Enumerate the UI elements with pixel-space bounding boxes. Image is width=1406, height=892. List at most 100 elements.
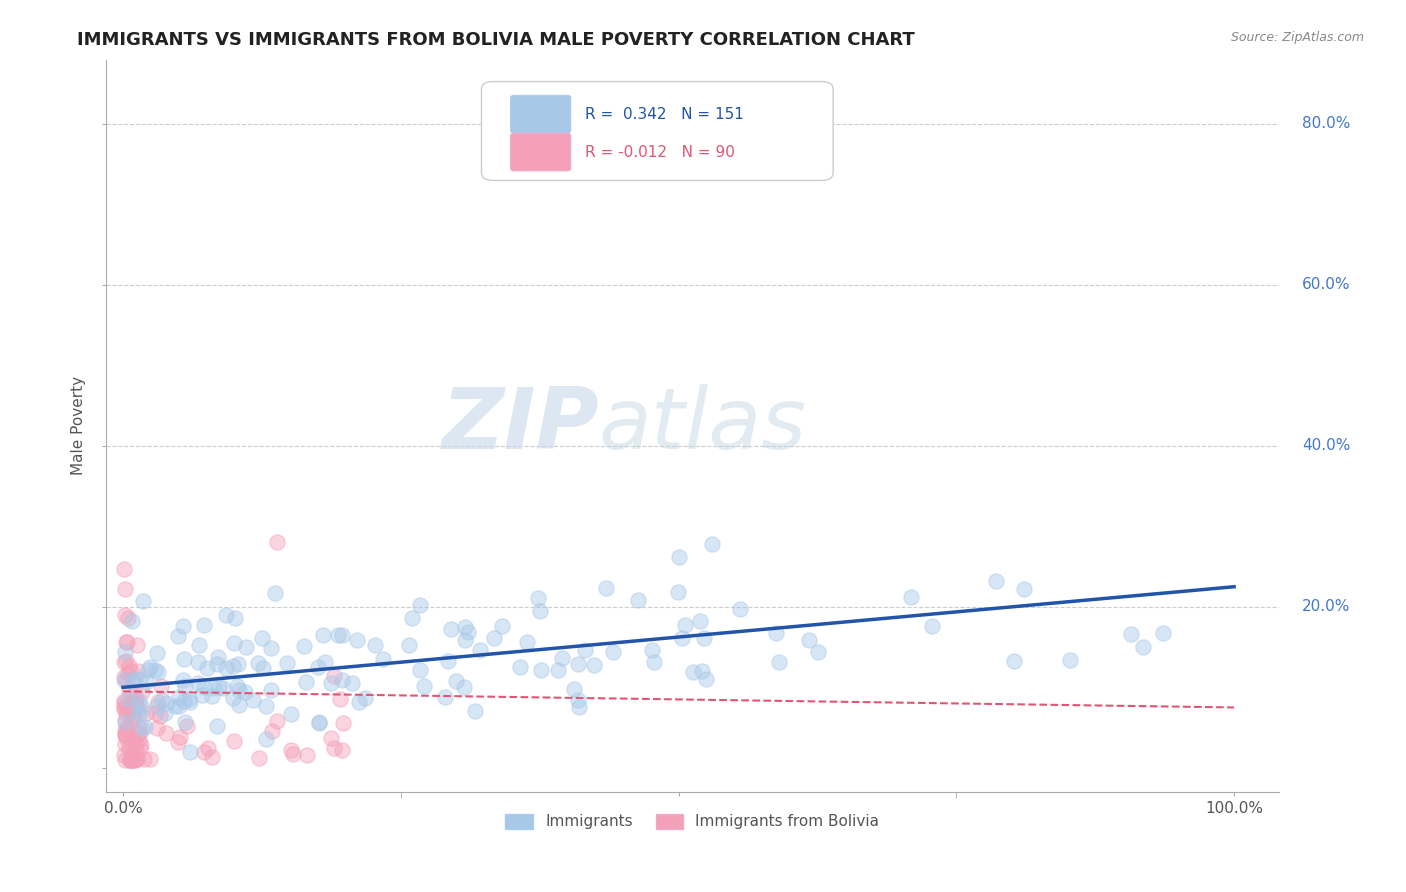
Point — [409, 663, 432, 677]
Point — [254, 698, 277, 713]
Point — [330, 673, 353, 688]
Point — [457, 624, 479, 639]
Point — [112, 699, 135, 714]
Point — [173, 714, 195, 729]
Point — [294, 640, 316, 654]
Point — [187, 655, 209, 669]
Point — [574, 643, 596, 657]
Point — [444, 674, 467, 689]
Point — [595, 581, 617, 595]
Point — [482, 631, 505, 645]
Point — [135, 675, 157, 690]
Point — [117, 700, 139, 714]
Point — [193, 745, 215, 759]
Point — [125, 638, 148, 652]
Point — [173, 652, 195, 666]
Point — [568, 699, 591, 714]
Point — [266, 714, 288, 728]
Point — [398, 638, 420, 652]
Point — [280, 743, 302, 757]
Point — [112, 697, 135, 711]
Point — [643, 655, 665, 669]
Point — [149, 708, 172, 723]
Point — [276, 656, 298, 670]
Point — [114, 737, 136, 751]
Text: R = -0.012   N = 90: R = -0.012 N = 90 — [585, 145, 734, 160]
Point — [167, 690, 190, 705]
Point — [112, 655, 135, 669]
Point — [212, 681, 235, 695]
Point — [228, 682, 250, 697]
Text: Source: ZipAtlas.com: Source: ZipAtlas.com — [1230, 31, 1364, 45]
Point — [671, 632, 693, 646]
Point — [330, 743, 353, 757]
Point — [529, 604, 551, 618]
Point — [118, 743, 141, 757]
Point — [200, 750, 222, 764]
Point — [145, 698, 167, 713]
Point — [176, 718, 198, 732]
Point — [602, 645, 624, 659]
Point — [125, 699, 148, 714]
Point — [249, 751, 271, 765]
Point — [550, 651, 572, 665]
Point — [114, 727, 136, 741]
Point — [122, 674, 145, 689]
Point — [207, 650, 229, 665]
Point — [122, 753, 145, 767]
Point — [641, 643, 664, 657]
Point — [112, 670, 135, 684]
Point — [114, 582, 136, 596]
Point — [136, 664, 159, 678]
Text: atlas: atlas — [599, 384, 807, 467]
Legend: Immigrants, Immigrants from Bolivia: Immigrants, Immigrants from Bolivia — [499, 808, 886, 836]
Point — [125, 690, 148, 705]
Point — [668, 549, 690, 564]
Point — [128, 725, 150, 739]
Point — [437, 654, 460, 668]
Point — [138, 659, 160, 673]
Point — [454, 620, 477, 634]
Text: IMMIGRANTS VS IMMIGRANTS FROM BOLIVIA MALE POVERTY CORRELATION CHART: IMMIGRANTS VS IMMIGRANTS FROM BOLIVIA MA… — [77, 31, 915, 49]
Point — [439, 622, 461, 636]
Point — [768, 655, 790, 669]
Point — [115, 673, 138, 688]
Point — [120, 753, 142, 767]
Point — [201, 690, 224, 704]
Point — [262, 723, 284, 738]
Point — [146, 647, 169, 661]
Point — [263, 586, 285, 600]
Point — [342, 676, 364, 690]
Point — [146, 695, 169, 709]
Point — [117, 665, 139, 680]
Point — [516, 634, 538, 648]
Point — [114, 645, 136, 659]
Point — [193, 618, 215, 632]
Point — [114, 729, 136, 743]
Point — [454, 632, 477, 647]
Point — [673, 618, 696, 632]
Text: ZIP: ZIP — [441, 384, 599, 467]
Point — [413, 679, 436, 693]
Point — [121, 614, 143, 628]
Point — [191, 688, 214, 702]
Point — [127, 727, 149, 741]
Point — [468, 643, 491, 657]
Point — [127, 664, 149, 678]
Point — [112, 702, 135, 716]
Point — [121, 711, 143, 725]
Point — [1012, 582, 1035, 596]
Point — [117, 610, 139, 624]
Point — [138, 752, 160, 766]
Point — [153, 706, 176, 720]
Point — [1002, 654, 1025, 668]
Point — [167, 735, 190, 749]
Point — [166, 629, 188, 643]
Point — [125, 752, 148, 766]
Point — [125, 736, 148, 750]
Point — [433, 690, 456, 704]
Point — [986, 574, 1008, 588]
Point — [115, 730, 138, 744]
Point — [112, 562, 135, 576]
Point — [129, 699, 152, 714]
